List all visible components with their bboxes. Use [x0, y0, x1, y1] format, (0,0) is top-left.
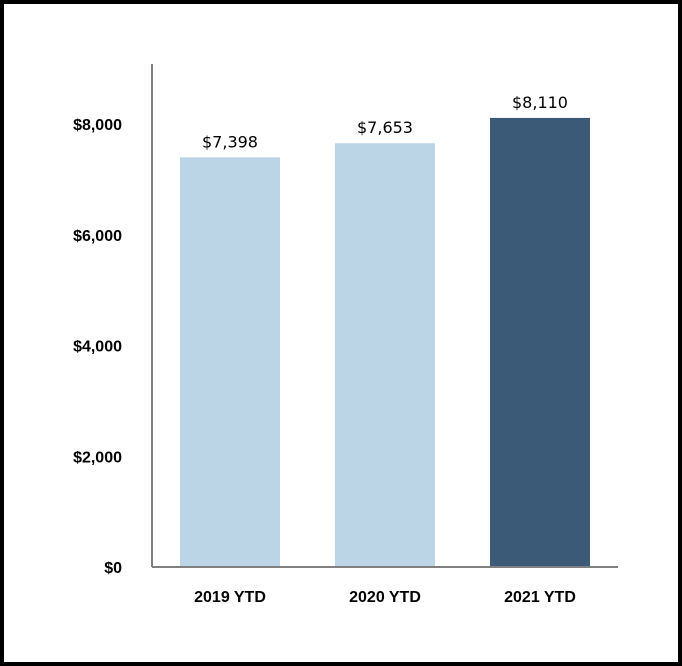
y-tick-label: $4,000 [73, 339, 122, 356]
x-category-label: 2020 YTD [349, 589, 421, 606]
bar [335, 143, 435, 567]
bars [180, 117, 590, 567]
x-category-label: 2021 YTD [504, 589, 576, 606]
y-tick-label: $0 [104, 560, 122, 577]
bar-chart: $0$2,000$4,000$6,000$8,000 $7,398$7,653$… [73, 64, 618, 606]
y-tick-label: $6,000 [73, 228, 122, 245]
bar [490, 117, 590, 567]
y-axis-ticks: $0 $2,000 $4,000 $6,000 $8,000 [73, 117, 122, 577]
data-labels: $7,398 $7,653 $8,110 [202, 93, 568, 151]
bar-value-label: $8,110 [512, 93, 568, 112]
bar-value-label: $7,653 [357, 118, 413, 137]
x-axis-labels: 2019 YTD 2020 YTD 2021 YTD [194, 589, 576, 606]
y-tick-label: $8,000 [73, 117, 122, 134]
bar [180, 157, 280, 567]
y-tick-label: $2,000 [73, 449, 122, 466]
bar-value-label: $7,398 [202, 132, 258, 151]
x-category-label: 2019 YTD [194, 589, 266, 606]
